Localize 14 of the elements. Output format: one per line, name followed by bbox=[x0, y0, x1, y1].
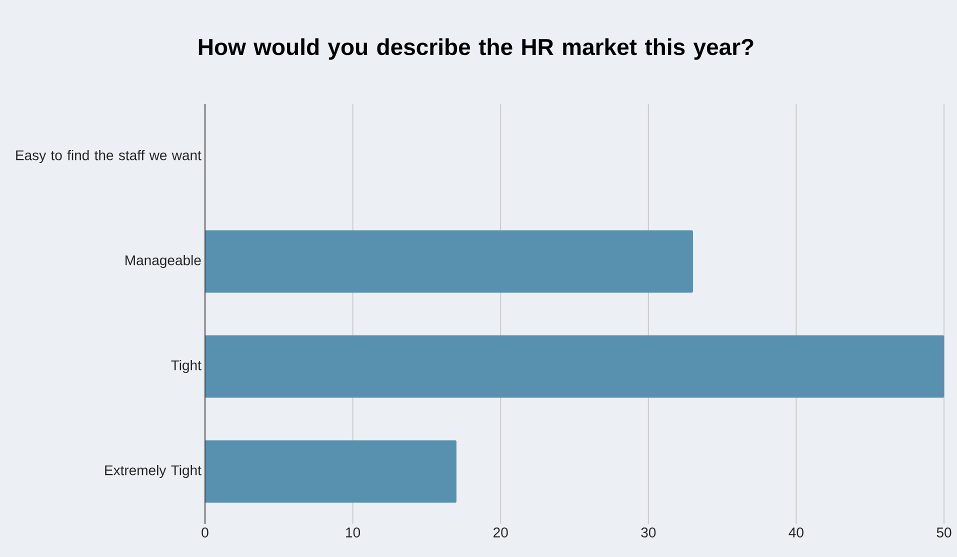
x-tick-label: 10 bbox=[346, 528, 360, 538]
y-tick-label: Extremely Tight bbox=[105, 464, 202, 478]
bar bbox=[204, 230, 693, 293]
y-tick-label: Manageable bbox=[126, 254, 201, 268]
bar bbox=[204, 440, 456, 503]
x-tick-label: 40 bbox=[788, 528, 804, 538]
y-tick-label: Tight bbox=[171, 360, 202, 374]
chart-title: How would you describe the HR market this year? bbox=[198, 38, 754, 60]
bar bbox=[204, 335, 944, 398]
y-tick-label: Easy to find the staff we want bbox=[16, 150, 202, 164]
x-tick-label: 0 bbox=[202, 528, 208, 538]
x-tick-label: 50 bbox=[936, 528, 952, 538]
x-tick-label: 30 bbox=[641, 528, 656, 538]
x-tick-label: 20 bbox=[494, 528, 508, 538]
